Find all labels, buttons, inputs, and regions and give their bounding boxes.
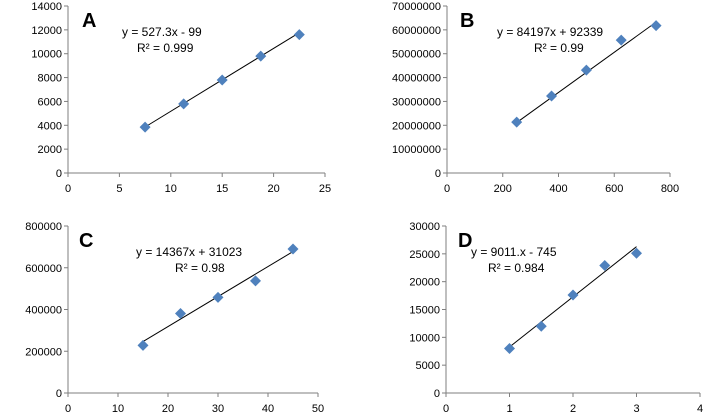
- y-tick-label: 2000: [38, 144, 62, 156]
- y-tick-label: 15000: [409, 305, 440, 317]
- x-tick-label: 40: [262, 403, 274, 415]
- data-point: [650, 20, 662, 32]
- y-tick-label: 5000: [416, 360, 440, 372]
- x-tick-label: 400: [549, 183, 567, 195]
- data-point: [546, 90, 558, 102]
- data-point: [255, 50, 267, 62]
- x-tick-label: 5: [116, 183, 122, 195]
- x-tick-label: 0: [65, 403, 71, 415]
- y-tick-label: 400000: [25, 305, 62, 317]
- y-tick-label: 60000000: [392, 25, 441, 37]
- panel-c: 0 200000 400000 600000 800000 0 10 20 30 40 50 C y =…: [25, 221, 324, 415]
- data-point: [250, 275, 261, 287]
- r-squared-label: R² = 0.999: [137, 41, 194, 55]
- panel-label: A: [82, 10, 96, 32]
- trendline-equation: y = 84197x + 92339: [497, 25, 603, 39]
- data-point: [580, 64, 592, 76]
- x-tick-label: 3: [633, 403, 639, 415]
- x-tick-label: 15: [216, 183, 228, 195]
- data-point: [599, 260, 611, 272]
- trendline-equation: y = 527.3x - 99: [122, 25, 202, 39]
- y-tick-label: 10000: [31, 49, 62, 61]
- y-tick-label: 0: [434, 388, 440, 400]
- x-tick-label: 800: [661, 183, 679, 195]
- trendline-equation: y = 14367x + 31023: [136, 245, 242, 259]
- data-point: [216, 74, 228, 86]
- y-tick-label: 10000000: [392, 144, 441, 156]
- y-tick-label: 50000000: [392, 49, 441, 61]
- y-tick-label: 40000000: [392, 73, 441, 85]
- data-point: [631, 247, 642, 259]
- x-tick-label: 10: [112, 403, 124, 415]
- panel-label: B: [460, 10, 474, 32]
- x-tick-label: 200: [494, 183, 512, 195]
- panel-label: D: [458, 230, 472, 252]
- y-tick-label: 70000000: [392, 1, 441, 13]
- x-tick-label: 20: [267, 183, 279, 195]
- x-tick-label: 4: [697, 403, 703, 415]
- data-point: [287, 243, 299, 255]
- y-tick-label: 6000: [38, 96, 62, 108]
- data-point: [137, 339, 149, 351]
- panel-a: 0 2000 4000 6000 8000 10000 12000 14000 0 5 10 15 20…: [31, 1, 331, 195]
- y-tick-label: 30000: [409, 221, 440, 233]
- trendline-equation: y = 9011.x - 745: [471, 245, 557, 259]
- x-tick-label: 10: [165, 183, 177, 195]
- data-point: [535, 320, 547, 332]
- x-tick-label: 0: [65, 183, 71, 195]
- y-tick-label: 12000: [31, 25, 62, 37]
- x-tick-label: 0: [444, 183, 450, 195]
- y-tick-label: 600000: [25, 263, 62, 275]
- data-point: [178, 98, 190, 110]
- panel-d: 0 5000 10000 15000 20000 25000 30000 0 1 2 3 4 Dy = …: [409, 221, 703, 415]
- y-tick-label: 20000: [409, 277, 440, 289]
- y-tick-label: 25000: [409, 249, 440, 261]
- data-point: [293, 29, 305, 41]
- data-point: [504, 342, 515, 354]
- x-tick-label: 20: [162, 403, 174, 415]
- data-point: [212, 291, 224, 303]
- y-tick-label: 14000: [31, 1, 62, 13]
- y-tick-label: 0: [56, 388, 62, 400]
- x-tick-label: 1: [506, 403, 512, 415]
- data-point: [511, 116, 523, 128]
- r-squared-label: R² = 0.98: [175, 261, 225, 275]
- data-point: [175, 307, 186, 319]
- x-tick-label: 30: [212, 403, 224, 415]
- x-tick-label: 25: [319, 183, 331, 195]
- y-tick-label: 0: [435, 168, 441, 180]
- r-squared-label: R² = 0.99: [534, 41, 584, 55]
- x-tick-label: 50: [312, 403, 324, 415]
- data-point: [567, 289, 579, 301]
- x-tick-label: 2: [570, 403, 576, 415]
- y-tick-label: 200000: [25, 346, 62, 358]
- x-tick-label: 600: [605, 183, 623, 195]
- y-tick-label: 30000000: [392, 96, 441, 108]
- x-tick-label: 0: [443, 403, 449, 415]
- panel-b: 0 10000000 20000000 30000000 40000000 5000000…: [392, 1, 679, 195]
- r-squared-label: R² = 0.984: [488, 261, 545, 275]
- data-point: [615, 34, 627, 46]
- panel-label: C: [79, 230, 93, 252]
- y-tick-label: 4000: [38, 120, 62, 132]
- y-tick-label: 800000: [25, 221, 62, 233]
- y-tick-label: 10000: [409, 332, 440, 344]
- y-tick-label: 0: [56, 168, 62, 180]
- y-tick-label: 8000: [38, 73, 62, 85]
- data-point: [139, 121, 151, 133]
- y-tick-label: 20000000: [392, 120, 441, 132]
